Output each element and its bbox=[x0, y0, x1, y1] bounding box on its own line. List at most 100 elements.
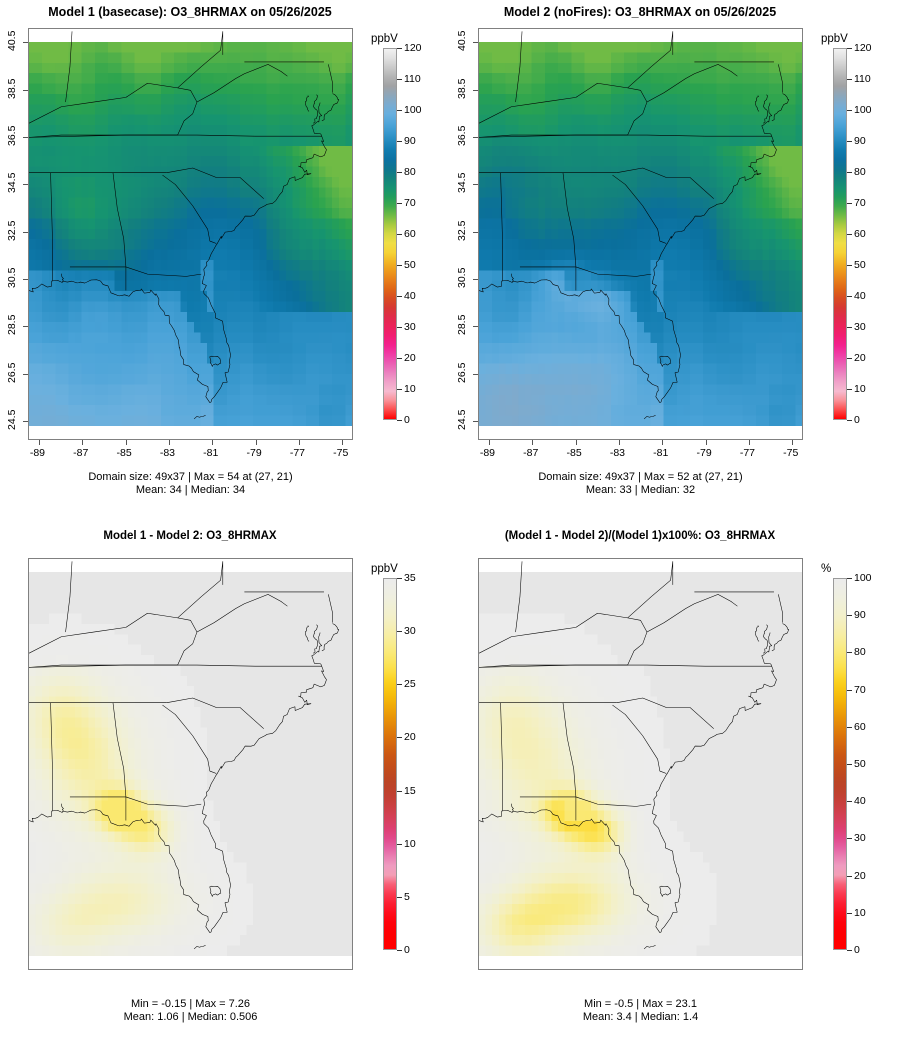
colorbar-tick-label: 5 bbox=[404, 890, 410, 903]
x-axis-tick-label: -85 bbox=[566, 447, 582, 459]
y-axis-tick bbox=[23, 184, 28, 186]
state-border-path bbox=[628, 561, 673, 618]
coastline-path bbox=[511, 274, 513, 281]
state-border-path bbox=[178, 618, 197, 665]
state-border-path bbox=[617, 168, 714, 199]
colorbar-tick-label: 25 bbox=[404, 678, 416, 691]
colorbar-tick bbox=[847, 838, 852, 840]
colorbar-tick-label: 90 bbox=[404, 135, 416, 147]
state-border-path bbox=[563, 703, 576, 797]
state-border-path bbox=[328, 64, 332, 92]
y-axis-tick bbox=[23, 278, 28, 280]
state-border-path bbox=[162, 705, 216, 773]
colorbar-tick-label: 60 bbox=[854, 720, 866, 733]
panel-model2-raster bbox=[479, 42, 802, 426]
state-border-path bbox=[479, 665, 628, 667]
panel-model2-map-outlines bbox=[479, 29, 802, 439]
x-axis-tick-label: -79 bbox=[696, 447, 712, 459]
coastline-path bbox=[322, 94, 339, 121]
x-axis-tick bbox=[488, 440, 490, 445]
colorbar-tick bbox=[847, 950, 852, 951]
colorbar-tick-label: 60 bbox=[404, 228, 416, 240]
colorbar-tick bbox=[397, 737, 402, 739]
colorbar-tick-label: 80 bbox=[404, 166, 416, 178]
coastline-path bbox=[305, 626, 308, 642]
colorbar-tick bbox=[397, 896, 402, 898]
colorbar-tick-label: 0 bbox=[854, 414, 860, 426]
colorbar-tick-label: 20 bbox=[854, 869, 866, 882]
x-axis-tick bbox=[748, 440, 750, 445]
colorbar-tick-label: 110 bbox=[404, 73, 421, 85]
state-border-path bbox=[501, 703, 503, 811]
panel-percent-difference-plot bbox=[478, 558, 803, 970]
state-border-path bbox=[563, 173, 576, 267]
colorbar-tick-label: 10 bbox=[854, 383, 866, 395]
state-border-path bbox=[612, 705, 666, 773]
colorbar-tick-label: 0 bbox=[404, 414, 410, 426]
panel-percent-difference-map-outlines bbox=[479, 559, 802, 969]
y-axis-tick bbox=[23, 89, 28, 91]
coastline-path bbox=[644, 945, 656, 948]
colorbar-tick bbox=[847, 389, 852, 390]
state-border-path bbox=[126, 797, 201, 806]
colorbar-tick bbox=[847, 234, 852, 235]
x-axis-tick bbox=[38, 440, 40, 445]
x-axis-tick bbox=[255, 440, 257, 445]
state-border-path bbox=[178, 31, 223, 88]
coastline-path bbox=[210, 886, 221, 896]
x-axis-tick-label: -89 bbox=[479, 447, 496, 459]
x-axis-tick-label: -75 bbox=[783, 447, 799, 459]
state-border-path bbox=[66, 31, 72, 102]
coastline-path bbox=[322, 624, 339, 651]
colorbar-tick bbox=[847, 48, 852, 49]
panel-model1-raster bbox=[29, 42, 352, 426]
state-border-path bbox=[501, 173, 503, 281]
colorbar-tick-label: 20 bbox=[854, 352, 866, 364]
colorbar-tick bbox=[847, 110, 852, 111]
coastline-path bbox=[772, 94, 789, 121]
x-axis-tick bbox=[792, 440, 794, 445]
colorbar-tick bbox=[847, 327, 852, 328]
colorbar-tick-label: 30 bbox=[404, 321, 416, 333]
y-axis-tick-label: 38.5 bbox=[6, 78, 18, 99]
colorbar-tick-label: 0 bbox=[854, 944, 860, 956]
panel-model1-map-outlines bbox=[29, 29, 352, 439]
x-axis-tick-label: -83 bbox=[159, 447, 176, 459]
state-border-path bbox=[29, 135, 178, 137]
y-axis-tick bbox=[23, 231, 28, 233]
panel-model2-plot bbox=[478, 28, 803, 440]
x-axis-tick-label: -81 bbox=[203, 447, 219, 459]
colorbar-tick-label: 50 bbox=[854, 259, 866, 271]
colorbar-tick bbox=[847, 420, 852, 421]
x-axis-tick bbox=[532, 440, 534, 445]
y-axis-tick bbox=[23, 326, 28, 328]
colorbar-tick bbox=[397, 234, 402, 235]
y-axis-tick-label: 28.5 bbox=[456, 314, 468, 336]
colorbar-tick bbox=[847, 203, 852, 204]
colorbar-tick-label: 20 bbox=[404, 352, 416, 364]
colorbar-tick bbox=[847, 689, 852, 691]
coastline-path bbox=[313, 625, 317, 654]
colorbar-tick bbox=[397, 296, 402, 297]
panel-difference-colorbar-gradient bbox=[383, 578, 397, 950]
panel-percent-difference-title: (Model 1 - Model 2)/(Model 1)x100%: O3_8… bbox=[504, 530, 776, 542]
colorbar-tick bbox=[397, 48, 402, 49]
state-border-path bbox=[51, 173, 53, 281]
state-border-path bbox=[113, 173, 126, 267]
coastline-path bbox=[660, 356, 671, 366]
colorbar-tick bbox=[847, 726, 852, 728]
y-axis-tick-label: 40.5 bbox=[6, 30, 18, 52]
state-border-path bbox=[29, 83, 178, 123]
colorbar-tick bbox=[397, 79, 402, 80]
coastline-path bbox=[511, 804, 513, 811]
panel-model1-caption-line2: Mean: 34 | Median: 34 bbox=[135, 484, 246, 496]
coastline-path bbox=[61, 274, 63, 281]
state-border-path bbox=[647, 64, 737, 102]
y-axis-tick-label: 34.5 bbox=[456, 172, 468, 194]
colorbar-tick-label: 30 bbox=[404, 625, 416, 638]
colorbar-tick-label: 10 bbox=[404, 383, 416, 395]
x-axis-tick-label: -87 bbox=[73, 447, 89, 459]
x-axis-tick bbox=[342, 440, 344, 445]
state-border-path bbox=[617, 698, 714, 729]
x-axis-tick bbox=[662, 440, 664, 445]
